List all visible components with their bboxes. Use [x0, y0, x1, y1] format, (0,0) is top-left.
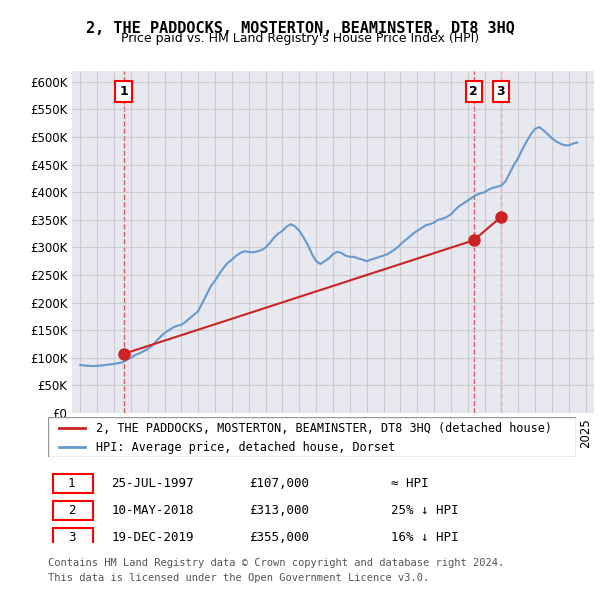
FancyBboxPatch shape: [53, 527, 93, 548]
Text: 2, THE PADDOCKS, MOSTERTON, BEAMINSTER, DT8 3HQ: 2, THE PADDOCKS, MOSTERTON, BEAMINSTER, …: [86, 21, 514, 35]
Text: Price paid vs. HM Land Registry's House Price Index (HPI): Price paid vs. HM Land Registry's House …: [121, 32, 479, 45]
Text: £107,000: £107,000: [248, 477, 308, 490]
Text: 1: 1: [68, 477, 76, 490]
Text: Contains HM Land Registry data © Crown copyright and database right 2024.: Contains HM Land Registry data © Crown c…: [48, 558, 504, 568]
Text: ≈ HPI: ≈ HPI: [391, 477, 428, 490]
Text: £355,000: £355,000: [248, 531, 308, 544]
Text: 16% ↓ HPI: 16% ↓ HPI: [391, 531, 459, 544]
Text: 2, THE PADDOCKS, MOSTERTON, BEAMINSTER, DT8 3HQ (detached house): 2, THE PADDOCKS, MOSTERTON, BEAMINSTER, …: [95, 422, 551, 435]
Text: 3: 3: [497, 85, 505, 98]
Text: 1: 1: [119, 85, 128, 98]
FancyBboxPatch shape: [48, 417, 576, 457]
Text: 3: 3: [68, 531, 76, 544]
Text: 10-MAY-2018: 10-MAY-2018: [112, 504, 194, 517]
Text: HPI: Average price, detached house, Dorset: HPI: Average price, detached house, Dors…: [95, 441, 395, 454]
FancyBboxPatch shape: [53, 474, 93, 493]
Text: This data is licensed under the Open Government Licence v3.0.: This data is licensed under the Open Gov…: [48, 573, 429, 583]
Text: 2: 2: [68, 504, 76, 517]
Text: 25-JUL-1997: 25-JUL-1997: [112, 477, 194, 490]
Text: 2: 2: [469, 85, 478, 98]
Text: 25% ↓ HPI: 25% ↓ HPI: [391, 504, 459, 517]
FancyBboxPatch shape: [53, 500, 93, 520]
Text: £313,000: £313,000: [248, 504, 308, 517]
Text: 19-DEC-2019: 19-DEC-2019: [112, 531, 194, 544]
